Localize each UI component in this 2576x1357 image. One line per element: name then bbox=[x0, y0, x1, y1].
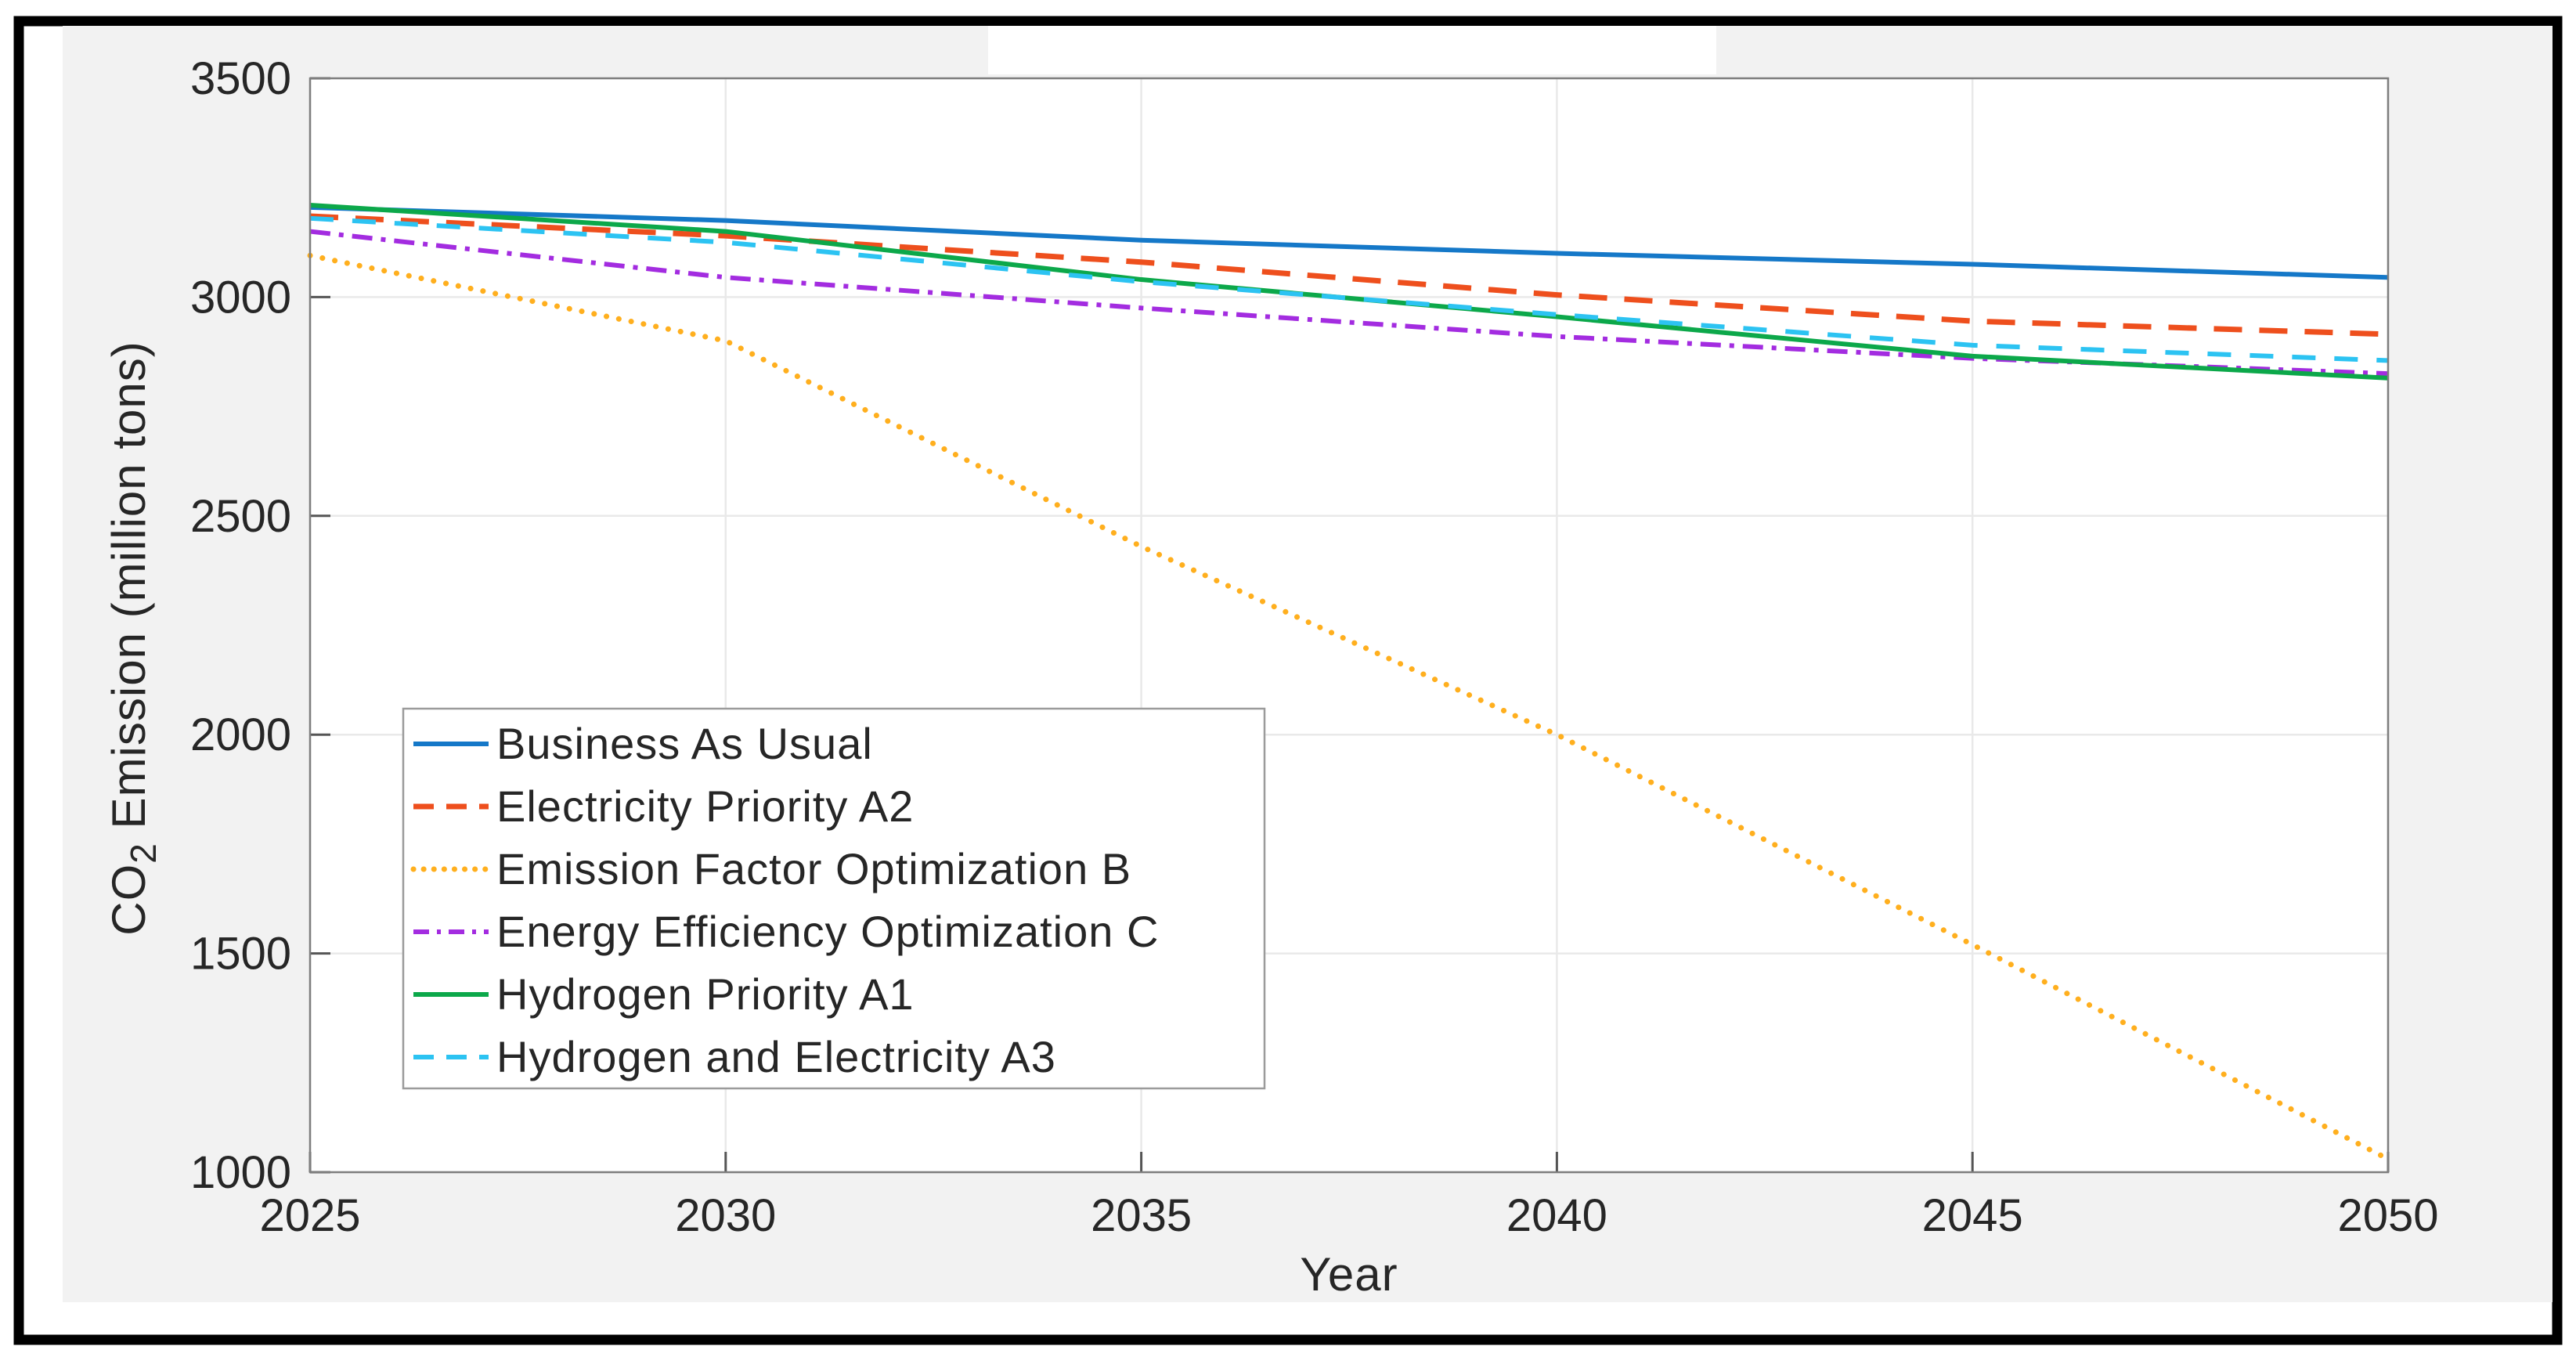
x-axis-tick-labels: 2025 2030 2035 2040 2045 2050 bbox=[259, 1190, 2438, 1241]
y-axis-label-prefix: CO bbox=[103, 864, 155, 936]
legend-entry: Electricity Priority A2 bbox=[413, 781, 914, 831]
legend-entry-label: Hydrogen Priority A1 bbox=[496, 969, 915, 1019]
x-tick-label: 2040 bbox=[1506, 1190, 1607, 1241]
legend-entry-label: Electricity Priority A2 bbox=[496, 781, 914, 831]
x-tick-label: 2030 bbox=[675, 1190, 776, 1241]
y-tick-label: 1500 bbox=[190, 929, 291, 980]
x-axis-label: Year bbox=[1300, 1248, 1398, 1301]
y-tick-label: 3000 bbox=[190, 272, 291, 323]
y-tick-label: 1000 bbox=[190, 1147, 291, 1198]
legend-entry: Hydrogen and Electricity A3 bbox=[413, 1032, 1056, 1081]
series-line-dashed bbox=[309, 213, 2389, 337]
x-tick-label: 2025 bbox=[259, 1190, 360, 1241]
toolbar-remnant-block bbox=[988, 26, 1716, 74]
legend-entry-label: Emission Factor Optimization B bbox=[496, 844, 1131, 893]
legend-entry: Hydrogen Priority A1 bbox=[413, 969, 915, 1019]
y-axis-tick-labels: 3500 3000 2500 2000 1500 1000 bbox=[190, 53, 291, 1198]
x-tick-label: 2035 bbox=[1091, 1190, 1192, 1241]
series-lines bbox=[307, 203, 2391, 1162]
y-tick-label: 2000 bbox=[190, 709, 291, 760]
legend-frame bbox=[402, 707, 1266, 1090]
legend-entry-label: Business As Usual bbox=[496, 719, 873, 768]
y-tick-label: 3500 bbox=[190, 53, 291, 104]
x-tick-label: 2050 bbox=[2337, 1190, 2438, 1241]
y-axis-label-subscript: 2 bbox=[123, 843, 164, 864]
legend-entry-label: Hydrogen and Electricity A3 bbox=[496, 1032, 1056, 1081]
series-line-dashed bbox=[309, 215, 2389, 363]
series-line-solid bbox=[309, 204, 2389, 280]
x-tick-label: 2045 bbox=[1922, 1190, 2023, 1241]
series-line-solid bbox=[309, 203, 2389, 381]
y-axis-label-rest: Emission (million tons) bbox=[103, 341, 155, 843]
plot-frame bbox=[308, 77, 2390, 1174]
legend-entry: Emission Factor Optimization B bbox=[410, 844, 1131, 893]
legend-entry: Business As Usual bbox=[413, 719, 873, 768]
y-axis-label: CO2 Emission (million tons) bbox=[103, 341, 164, 935]
legend-entry-label: Energy Efficiency Optimization C bbox=[496, 907, 1159, 956]
series-line-dotted bbox=[307, 252, 2391, 1162]
legend-box: Business As Usual Electricity Priority A2… bbox=[402, 707, 1266, 1090]
y-tick-label: 2500 bbox=[190, 491, 291, 542]
legend-entries: Business As Usual Electricity Priority A2… bbox=[410, 719, 1159, 1081]
legend-entry: Energy Efficiency Optimization C bbox=[413, 907, 1159, 956]
